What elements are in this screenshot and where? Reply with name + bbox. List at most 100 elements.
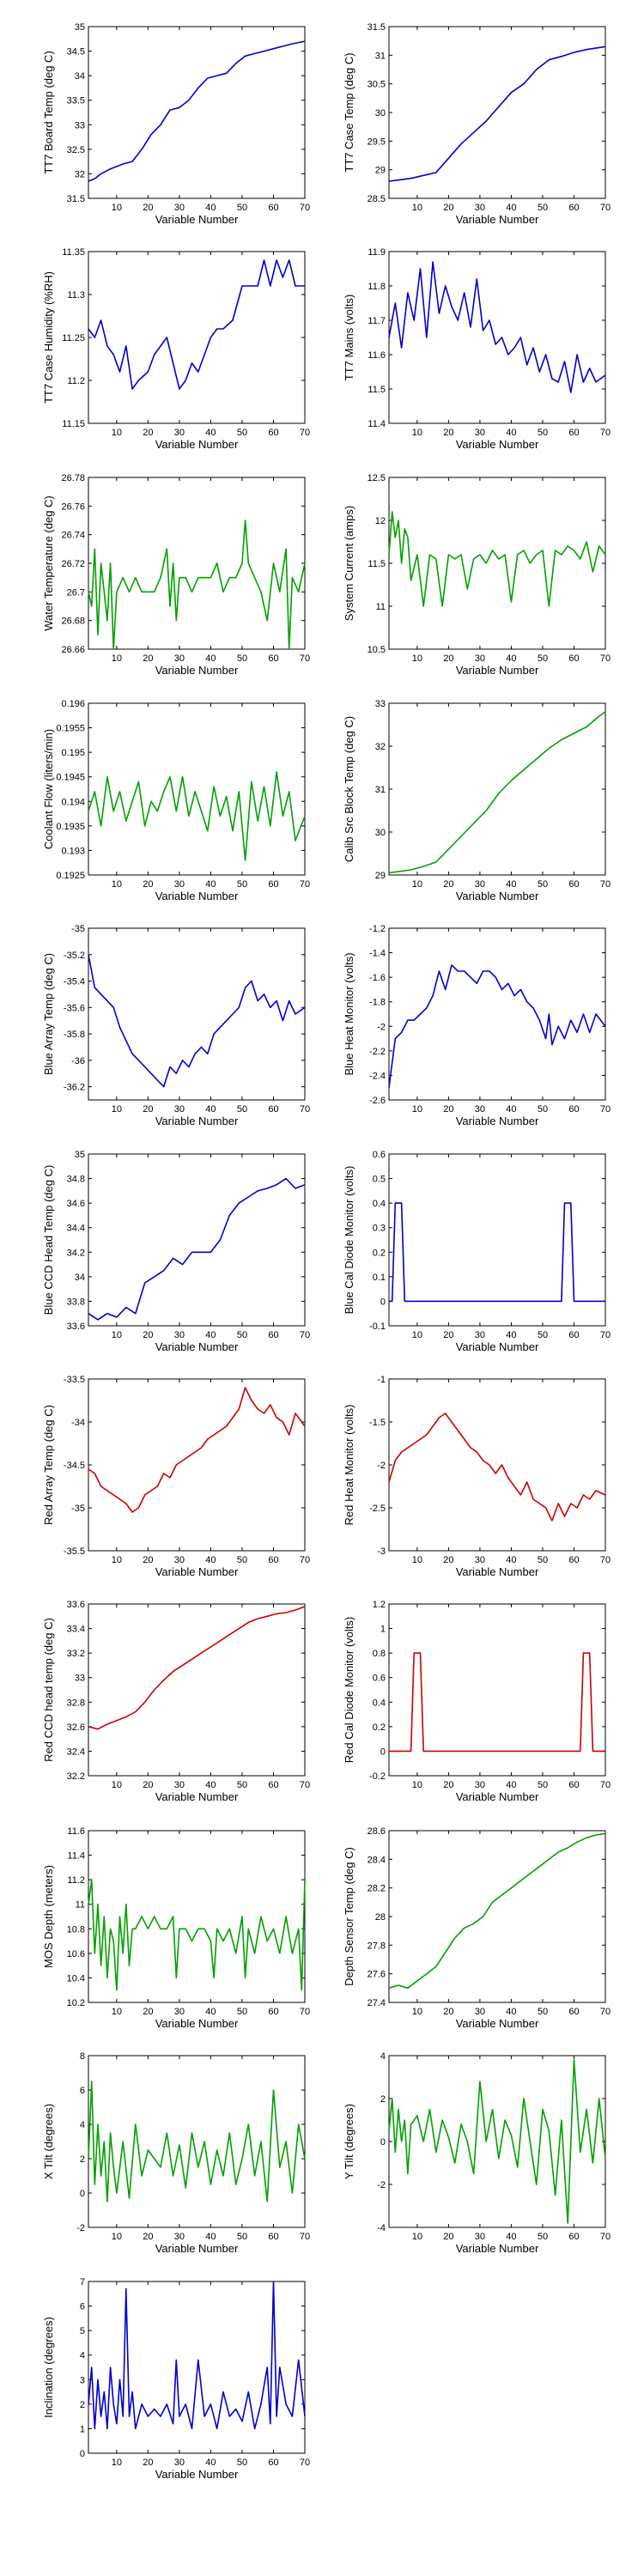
y-tick-label: 12.5 <box>368 473 386 483</box>
x-tick-label: 30 <box>174 1780 185 1790</box>
x-tick-label: 60 <box>268 2458 278 2468</box>
plot-frame <box>88 1153 306 1327</box>
y-tick-label: -2 <box>76 2223 85 2233</box>
x-tick-label: 10 <box>112 1555 122 1565</box>
x-tick-label: 60 <box>568 2007 579 2017</box>
plot-frame <box>88 927 306 1101</box>
x-tick-label: 40 <box>506 203 516 213</box>
y-tick-label: 1 <box>380 1625 386 1635</box>
y-tick-label: 10.2 <box>67 1998 85 2008</box>
x-tick-label: 60 <box>268 2232 278 2242</box>
x-tick-label: 60 <box>268 1104 278 1115</box>
y-tick-label: 11.35 <box>62 247 85 258</box>
series-line-1 <box>88 2281 306 2430</box>
x-tick-label: 40 <box>205 879 216 890</box>
y-tick-label: -2 <box>377 2180 386 2190</box>
plot-frame <box>388 1830 606 2003</box>
y-tick-label: 1.2 <box>373 1600 386 1610</box>
series-line-1 <box>88 1606 306 1730</box>
x-tick-label: 20 <box>443 1104 453 1115</box>
y-tick-label: 27.4 <box>368 1998 386 2008</box>
chart-5: 26.66 26.68 26.7 26.72 26.74 26.76 26.78 10 20 30… <box>42 473 310 677</box>
chart-2: 28.5 29 29.5 30 30.5 31 31.5 10 20 30 40 50 60 70 Vari… <box>343 22 611 226</box>
y-tick-label: 11.3 <box>67 290 85 301</box>
x-axis-label: Variable Number <box>456 1565 539 1578</box>
y-tick-label: 32 <box>375 742 386 752</box>
x-tick-label: 60 <box>268 2007 278 2017</box>
y-axis-label: TT7 Case Humidity (%RH) <box>42 271 55 404</box>
y-tick-label: 0.1935 <box>56 822 85 832</box>
x-tick-label: 60 <box>268 1780 278 1790</box>
y-tick-label: 0.1925 <box>56 871 85 881</box>
chart-16: -0.2 0 0.2 0.4 0.6 0.8 1 1.2 10 20 30 40 50 60 70 Varia… <box>343 1600 611 1803</box>
y-axis-label: Depth Sensor Temp (deg C) <box>343 1847 355 1986</box>
x-tick-label: 50 <box>538 2007 548 2017</box>
x-tick-label: 20 <box>443 653 453 664</box>
chart-1: 31.5 32 32.5 33 33.5 34 34.5 35 10 20 30 40 50 60 70 Va… <box>42 22 310 226</box>
y-axis-label: Y Tilt (degrees) <box>343 2104 355 2179</box>
y-tick-label: 29.5 <box>368 137 386 147</box>
y-tick-label: 1 <box>80 2424 85 2434</box>
x-tick-label: 70 <box>600 428 611 438</box>
x-tick-label: 70 <box>600 2232 611 2242</box>
x-tick-label: 40 <box>506 653 516 664</box>
y-tick-label: -2 <box>377 1461 386 1471</box>
y-axis-label: TT7 Mains (volts) <box>343 295 355 380</box>
x-tick-label: 10 <box>412 2007 422 2017</box>
x-tick-label: 50 <box>237 203 247 213</box>
x-tick-label: 20 <box>443 1330 453 1340</box>
y-axis-label: Blue Cal Diode Monitor (volts) <box>343 1166 355 1315</box>
x-tick-label: 60 <box>268 879 278 890</box>
y-tick-label: -34 <box>71 1418 85 1428</box>
y-tick-label: 26.74 <box>61 531 85 541</box>
x-tick-label: 30 <box>174 2007 185 2017</box>
y-tick-label: 10.8 <box>67 1924 85 1935</box>
y-tick-label: 33.4 <box>67 1625 85 1635</box>
y-axis-label: Blue Heat Monitor (volts) <box>343 952 355 1075</box>
y-tick-label: -1.8 <box>369 998 386 1008</box>
x-tick-label: 30 <box>475 653 485 664</box>
series-line-1 <box>88 2081 306 2202</box>
y-tick-label: 11.15 <box>62 419 85 429</box>
x-tick-label: 20 <box>143 428 153 438</box>
series-line-1 <box>88 1387 306 1513</box>
y-tick-label: -2.4 <box>369 1071 386 1081</box>
y-tick-label: 33.5 <box>67 96 85 106</box>
y-tick-label: 0.4 <box>373 1698 386 1708</box>
y-tick-label: -35 <box>71 1504 85 1514</box>
y-tick-label: 0.1955 <box>56 724 85 734</box>
x-tick-label: 40 <box>205 1104 216 1115</box>
x-tick-label: 10 <box>112 1104 122 1115</box>
x-tick-label: 20 <box>143 1780 153 1790</box>
plot-frame <box>88 2055 306 2228</box>
series-line-1 <box>388 1832 606 1990</box>
x-tick-label: 20 <box>143 879 153 890</box>
x-tick-label: 10 <box>412 1555 422 1565</box>
x-tick-label: 60 <box>268 203 278 213</box>
chart-4: 11.4 11.5 11.6 11.7 11.8 11.9 10 20 30 40 50 60 70 Va… <box>343 247 611 451</box>
y-tick-label: 31.5 <box>368 22 386 33</box>
y-tick-label: 6 <box>80 2086 85 2096</box>
x-tick-label: 40 <box>506 1104 516 1115</box>
series-line-1 <box>88 40 306 182</box>
y-tick-label: 4 <box>380 2051 386 2062</box>
x-tick-label: 50 <box>538 203 548 213</box>
x-tick-label: 20 <box>443 2007 453 2017</box>
y-tick-label: 11.5 <box>368 385 386 395</box>
x-tick-label: 60 <box>568 428 579 438</box>
x-tick-label: 70 <box>600 1104 611 1115</box>
x-tick-label: 20 <box>443 1555 453 1565</box>
x-tick-label: 50 <box>237 1104 247 1115</box>
y-tick-label: 31 <box>375 51 386 61</box>
x-tick-label: 30 <box>475 1555 485 1565</box>
y-tick-label: 32.2 <box>67 1771 85 1782</box>
y-tick-label: 2 <box>80 2400 85 2410</box>
y-tick-label: 10.5 <box>368 645 386 655</box>
x-axis-label: Variable Number <box>456 213 539 226</box>
x-axis-label: Variable Number <box>456 438 539 451</box>
x-tick-label: 60 <box>268 653 278 664</box>
y-axis-label: TT7 Case Temp (deg C) <box>343 52 355 172</box>
series-line-1 <box>88 1177 306 1321</box>
x-tick-label: 60 <box>568 203 579 213</box>
y-tick-label: -36.2 <box>64 1083 85 1093</box>
